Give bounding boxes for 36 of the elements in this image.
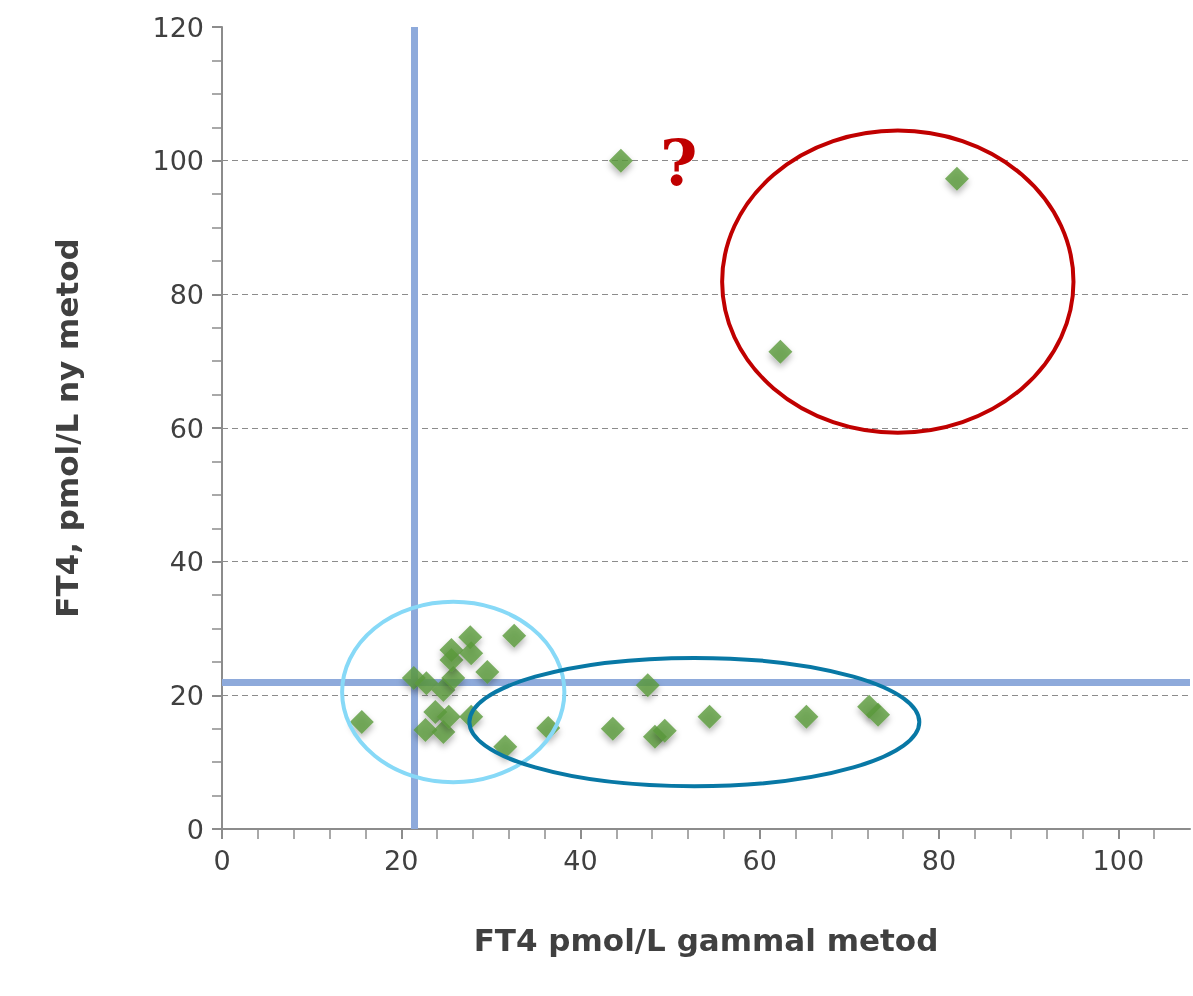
point	[635, 673, 660, 698]
point	[441, 665, 466, 690]
y-axis-title: FT4, pmol/L ny metod	[48, 238, 85, 618]
annotation: ?	[660, 125, 698, 201]
x-tick-label: 100	[1092, 845, 1145, 876]
point	[349, 710, 374, 735]
y-tick-label: 40	[169, 546, 204, 578]
x-tick-label: 60	[742, 845, 777, 876]
x-tick-label: 20	[384, 845, 419, 876]
point	[502, 623, 527, 648]
y-tick-label: 0	[186, 813, 204, 845]
point	[600, 716, 625, 741]
point	[436, 704, 461, 729]
point	[652, 718, 677, 743]
y-tick-label: 60	[169, 412, 204, 444]
point	[431, 720, 456, 745]
point	[697, 704, 722, 729]
point	[944, 166, 969, 191]
point	[431, 677, 456, 702]
point	[768, 339, 793, 364]
point	[608, 148, 633, 173]
y-tick-label: 120	[152, 11, 204, 43]
point	[414, 671, 439, 696]
point	[439, 647, 464, 672]
x-tick-label: 40	[563, 845, 598, 876]
point	[794, 704, 819, 729]
point	[866, 702, 891, 727]
y-tick-label: 100	[152, 145, 204, 177]
x-axis-title: FT4 pmol/L gammal metod	[473, 921, 939, 958]
x-tick-label: 0	[213, 845, 231, 876]
y-tick-label: 80	[169, 278, 204, 310]
point	[475, 659, 500, 684]
point	[459, 641, 484, 666]
point	[413, 718, 438, 743]
x-tick-label: 80	[921, 845, 957, 876]
y-tick-label: 20	[169, 679, 204, 711]
